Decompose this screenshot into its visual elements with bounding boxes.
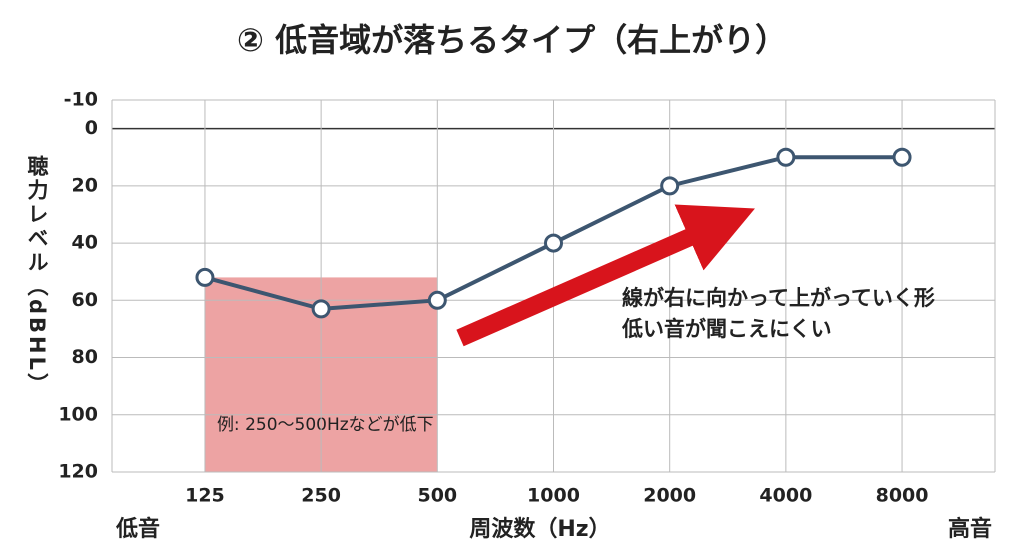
data-point [660,176,680,196]
y-tick-label: 20 [72,174,98,196]
low-label: 低音 [115,516,160,542]
data-point [892,147,912,167]
y-axis-label: 聴力レベル（dBHL） [25,155,49,397]
plot: 例: 250〜500Hzなどが低下 -10 0 20 40 60 80 100 120 125 25… [58,89,996,507]
x-tick-label: 1000 [527,485,580,507]
y-tick-label: 40 [72,232,98,254]
data-point [544,233,563,253]
chart-title: ② 低音域が落ちるタイプ（右上がり） [237,21,787,59]
x-tick-label: 500 [417,485,457,507]
y-tick-label: 0 [85,117,98,139]
y-tick-label: 100 [58,403,98,425]
x-tick-label: 8000 [876,485,929,507]
high-label: 高音 [948,516,992,542]
data-point [311,299,331,319]
y-tick-label: 60 [72,289,98,311]
annotation: 低い音が聞こえにくい [621,317,832,341]
x-tick-label: 2000 [643,485,696,507]
data-point [776,147,796,167]
data-point [195,267,215,287]
y-tick-label: 80 [72,346,98,368]
x-tick-label: 125 [185,485,225,507]
shade-label: 例: 250〜500Hzなどが低下 [217,415,434,435]
x-axis-label: 周波数（Hz） [469,516,610,542]
trend-arrow [456,204,755,347]
data-point [427,290,447,310]
y-tick-label: -10 [64,89,98,111]
annotation: 線が右に向かって上がっていく形 [622,286,935,310]
y-tick-label: 120 [58,461,98,483]
x-tick-label: 4000 [759,485,812,507]
x-tick-label: 250 [301,485,341,507]
